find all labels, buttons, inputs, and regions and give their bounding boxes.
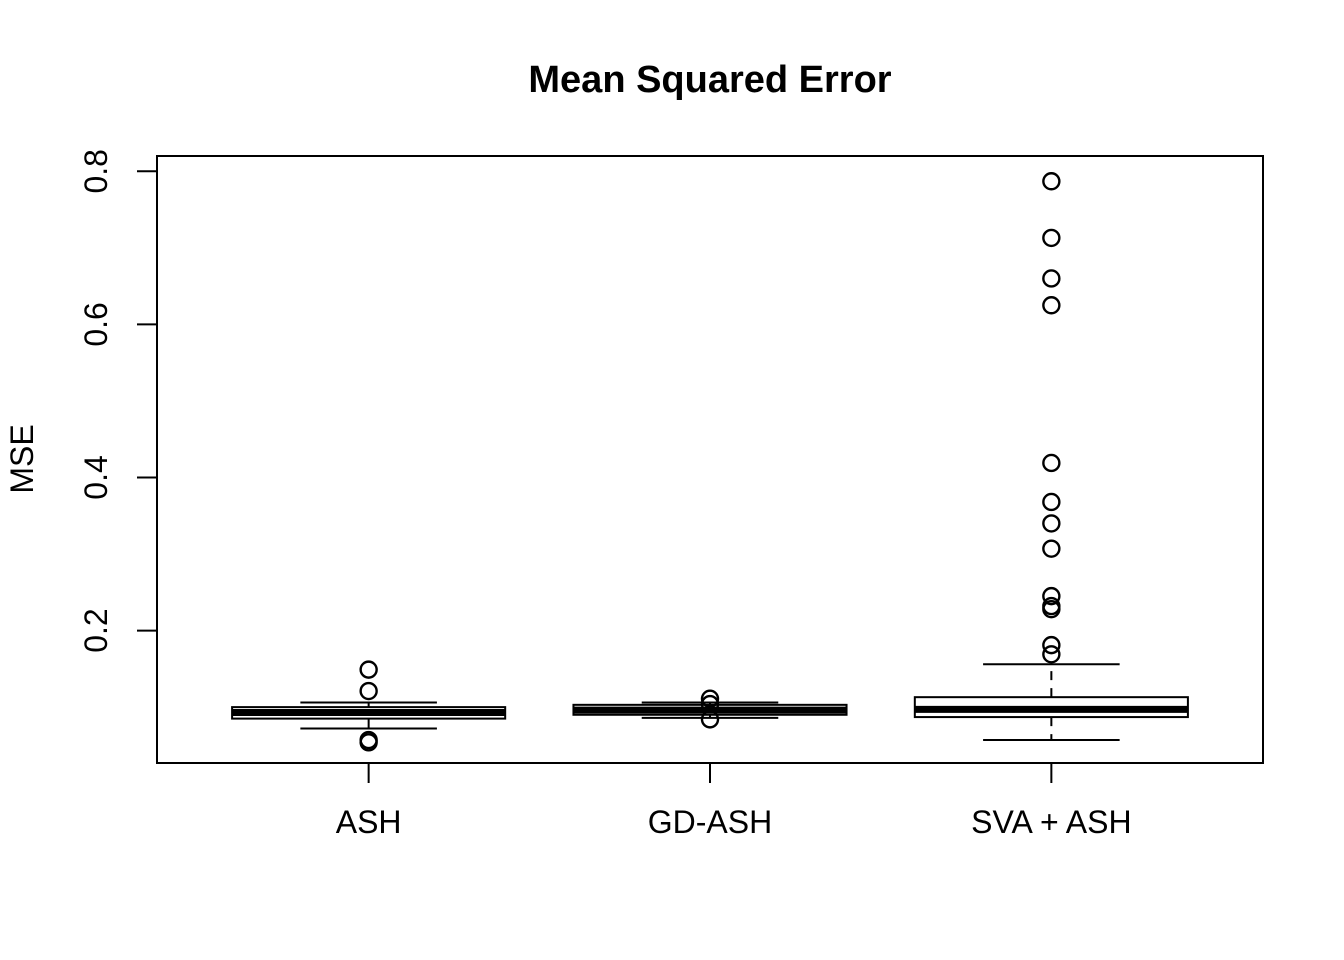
outlier-point: [1042, 514, 1061, 533]
y-tick-label: 0.8: [78, 149, 114, 193]
outlier-point: [1042, 599, 1061, 619]
y-tick-label: 0.4: [78, 455, 114, 499]
outlier-point: [1042, 635, 1061, 655]
outlier-point: [700, 689, 720, 708]
outlier-point: [700, 710, 720, 729]
outlier-point: [359, 733, 378, 752]
outlier-point: [1042, 269, 1061, 288]
x-category-label: ASH: [336, 804, 402, 840]
y-tick-label: 0.2: [78, 608, 114, 652]
chart-title: Mean Squared Error: [528, 59, 892, 101]
y-tick-label: 0.6: [78, 302, 114, 346]
outlier-point: [1042, 172, 1061, 191]
x-category-label: SVA + ASH: [971, 804, 1131, 840]
outlier-point: [1042, 492, 1061, 512]
outlier-point: [1042, 645, 1061, 664]
outlier-point: [359, 681, 378, 701]
outlier-point: [1042, 453, 1061, 473]
outlier-point: [1042, 296, 1061, 315]
outlier-point: [1042, 586, 1061, 606]
outlier-point: [1042, 228, 1061, 248]
x-category-label: GD-ASH: [648, 804, 772, 840]
plot-border: [156, 155, 1264, 764]
outlier-point: [1042, 539, 1061, 558]
outlier-point: [359, 660, 378, 679]
